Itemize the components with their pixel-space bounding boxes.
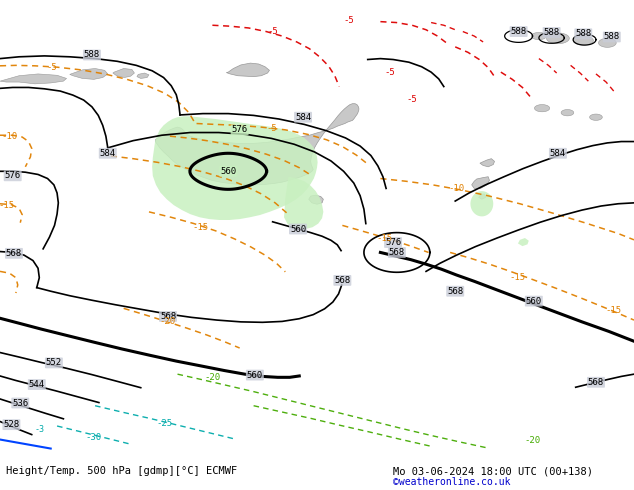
Polygon shape: [113, 69, 134, 77]
Text: 568: 568: [160, 312, 176, 321]
Polygon shape: [470, 191, 493, 217]
Text: -5: -5: [385, 68, 395, 76]
Polygon shape: [561, 110, 574, 116]
Text: 568: 568: [389, 248, 405, 257]
Polygon shape: [590, 114, 602, 121]
Text: 560: 560: [247, 370, 263, 380]
Text: -3: -3: [34, 425, 44, 434]
Text: 568: 568: [588, 378, 604, 387]
Text: 576: 576: [231, 125, 248, 134]
Text: -5: -5: [47, 63, 57, 72]
Text: 584: 584: [295, 113, 311, 122]
Text: 584: 584: [100, 149, 116, 158]
Text: 588: 588: [84, 50, 100, 59]
Text: 552: 552: [46, 358, 62, 368]
Text: -10: -10: [1, 132, 18, 141]
Text: -20: -20: [524, 437, 541, 445]
Text: Mo 03-06-2024 18:00 UTC (00+138): Mo 03-06-2024 18:00 UTC (00+138): [393, 466, 593, 476]
Text: 536: 536: [12, 398, 29, 408]
Text: 568: 568: [334, 276, 351, 285]
Text: -5: -5: [344, 16, 354, 25]
Text: 588: 588: [604, 32, 620, 42]
Text: 576: 576: [385, 238, 401, 247]
Text: -15: -15: [605, 306, 622, 315]
Polygon shape: [226, 63, 269, 76]
Polygon shape: [480, 159, 495, 167]
Polygon shape: [479, 194, 486, 199]
Polygon shape: [152, 116, 318, 220]
Text: 560: 560: [290, 224, 306, 234]
Text: -15: -15: [192, 222, 209, 232]
Text: -5: -5: [268, 27, 278, 36]
Polygon shape: [573, 36, 593, 45]
Text: ©weatheronline.co.uk: ©weatheronline.co.uk: [393, 477, 510, 487]
Text: -15: -15: [509, 273, 526, 282]
Polygon shape: [155, 104, 359, 185]
Polygon shape: [547, 33, 569, 44]
Polygon shape: [0, 74, 67, 84]
Polygon shape: [472, 177, 489, 189]
Text: 576: 576: [4, 172, 21, 180]
Text: -15: -15: [376, 234, 392, 243]
Text: -20: -20: [159, 317, 176, 326]
Text: 568: 568: [447, 287, 463, 296]
Text: 588: 588: [575, 29, 592, 38]
Polygon shape: [70, 69, 108, 79]
Polygon shape: [598, 38, 616, 48]
Polygon shape: [309, 195, 323, 204]
Text: 528: 528: [3, 420, 20, 429]
Polygon shape: [518, 238, 529, 246]
Text: 560: 560: [526, 296, 542, 306]
Text: -10: -10: [448, 184, 465, 193]
Text: 588: 588: [543, 28, 560, 37]
Text: -5: -5: [407, 95, 417, 104]
Text: -20: -20: [204, 373, 221, 382]
Text: -5: -5: [266, 124, 276, 133]
Text: -30: -30: [86, 433, 102, 442]
Text: -15: -15: [0, 200, 15, 210]
Polygon shape: [284, 177, 323, 229]
Text: 560: 560: [220, 167, 236, 176]
Text: 584: 584: [550, 149, 566, 158]
Polygon shape: [137, 73, 149, 78]
Text: 568: 568: [6, 249, 22, 258]
Text: 544: 544: [29, 380, 45, 389]
Text: 588: 588: [510, 27, 527, 36]
Polygon shape: [531, 32, 547, 40]
Text: Height/Temp. 500 hPa [gdmp][°C] ECMWF: Height/Temp. 500 hPa [gdmp][°C] ECMWF: [6, 466, 238, 476]
Text: -25: -25: [157, 419, 173, 428]
Polygon shape: [534, 104, 550, 112]
